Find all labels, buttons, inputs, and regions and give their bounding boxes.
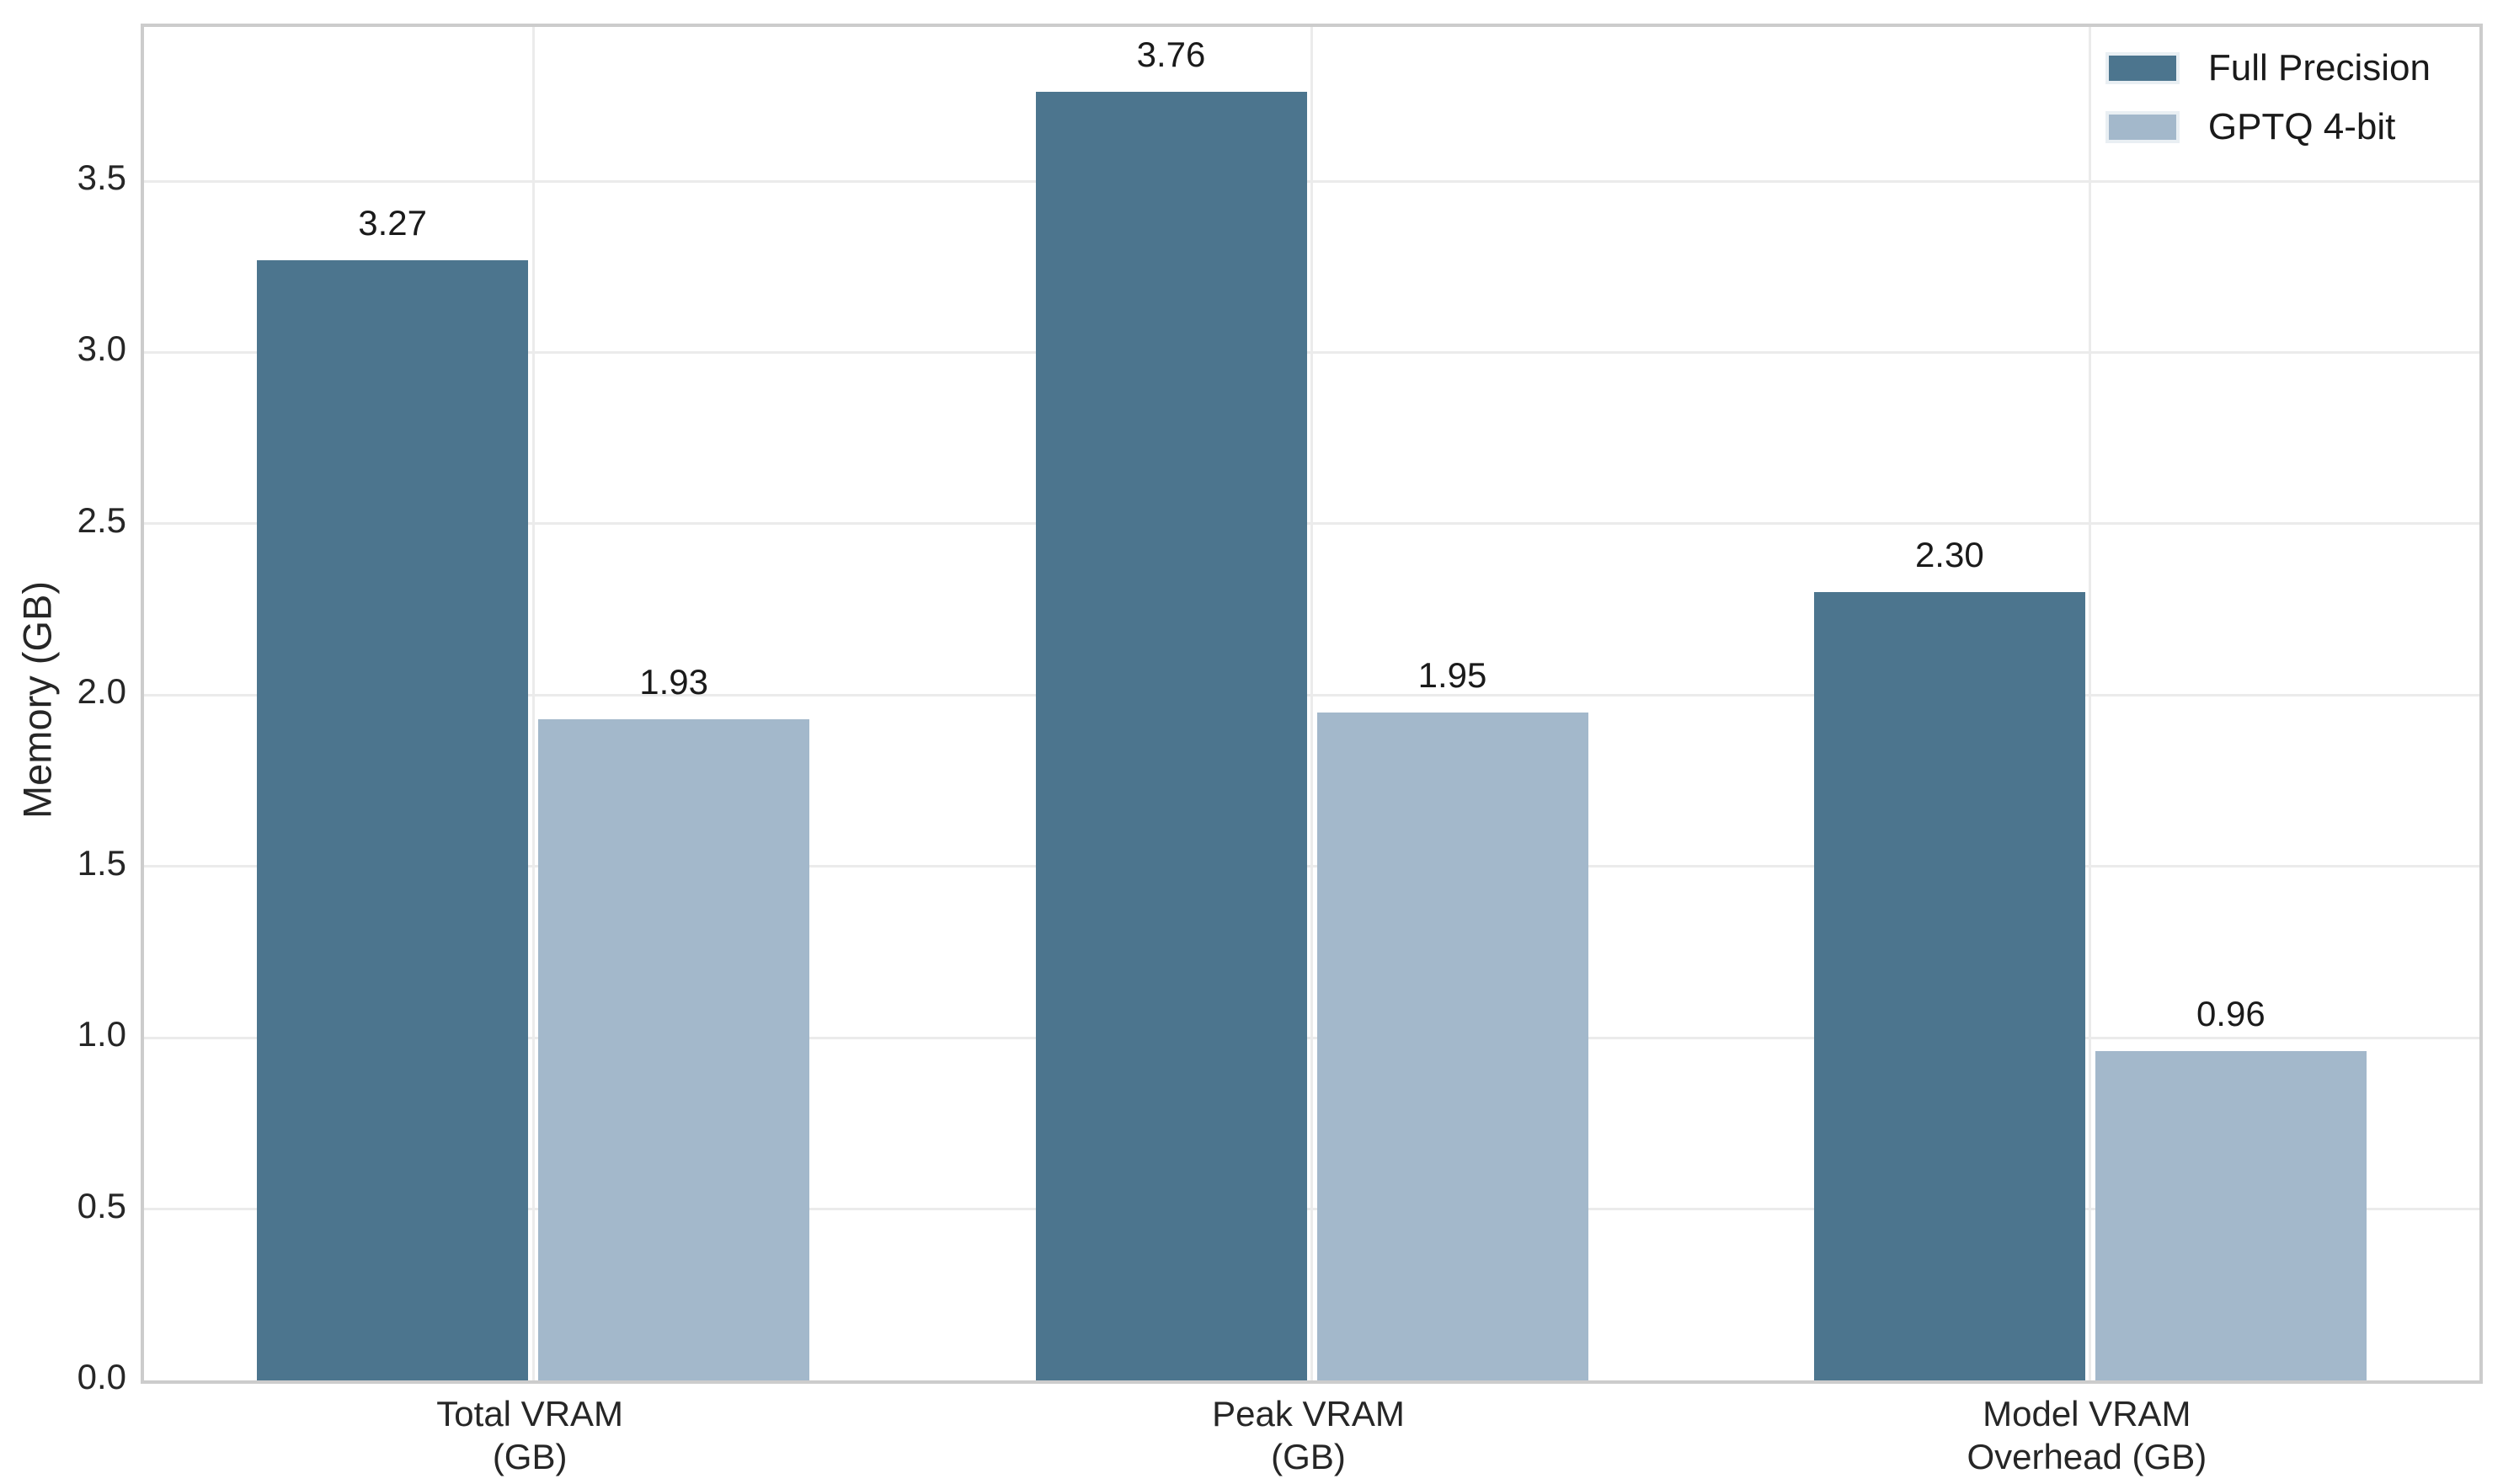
bar-full-precision bbox=[257, 259, 529, 1380]
bar-gptq-4-bit bbox=[1316, 712, 1588, 1380]
y-tick-label: 2.0 bbox=[77, 671, 126, 712]
y-tick-label: 3.5 bbox=[77, 157, 126, 198]
y-tick-label: 1.0 bbox=[77, 1014, 126, 1054]
y-tick-label: 0.5 bbox=[77, 1185, 126, 1225]
x-tick-label: Model VRAM Overhead (GB) bbox=[1967, 1394, 2207, 1477]
v-gridline bbox=[1310, 27, 1313, 1380]
v-gridline bbox=[531, 27, 535, 1380]
legend-swatch-icon bbox=[2105, 111, 2180, 143]
bar-value-label: 1.95 bbox=[1417, 654, 1487, 695]
v-gridline bbox=[2089, 27, 2092, 1380]
y-tick-label: 0.0 bbox=[77, 1357, 126, 1396]
bar-value-label: 3.27 bbox=[358, 202, 428, 243]
bar-gptq-4-bit bbox=[2095, 1051, 2367, 1380]
plot-area: 3.27 1.93 3.76 1.95 2.30 0.96 bbox=[141, 24, 2483, 1384]
y-axis-title: Memory (GB) bbox=[14, 581, 60, 819]
legend: Full Precision GPTQ 4-bit bbox=[2097, 35, 2439, 160]
bar-full-precision bbox=[1813, 592, 2085, 1380]
x-tick-label: Peak VRAM (GB) bbox=[1212, 1394, 1405, 1477]
x-tick-label: Total VRAM (GB) bbox=[436, 1394, 624, 1477]
bar-value-label: 3.76 bbox=[1136, 35, 1206, 75]
y-tick-label: 3.0 bbox=[77, 328, 126, 369]
legend-label: Full Precision bbox=[2207, 47, 2431, 88]
legend-label: GPTQ 4-bit bbox=[2207, 106, 2396, 147]
legend-swatch-icon bbox=[2105, 52, 2180, 84]
bar-value-label: 1.93 bbox=[639, 661, 709, 702]
legend-row: GPTQ 4-bit bbox=[2105, 106, 2431, 148]
y-tick-label: 1.5 bbox=[77, 842, 126, 883]
bar-full-precision bbox=[1035, 92, 1307, 1380]
y-tick-label: 2.5 bbox=[77, 499, 126, 540]
bar-value-label: 0.96 bbox=[2196, 994, 2266, 1034]
bar-value-label: 2.30 bbox=[1914, 535, 1984, 575]
bar-gptq-4-bit bbox=[538, 718, 810, 1380]
legend-row: Full Precision bbox=[2105, 47, 2431, 89]
